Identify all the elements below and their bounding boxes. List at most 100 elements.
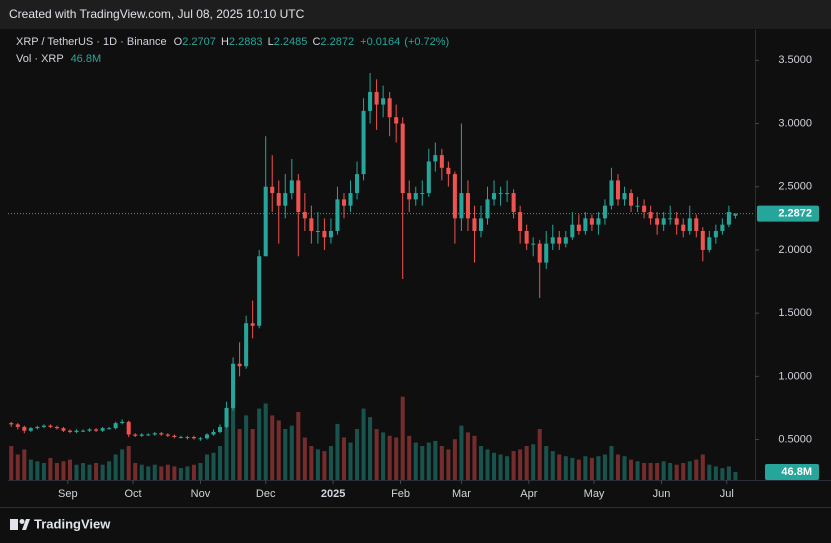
- x-tick-label: 2025: [321, 488, 345, 500]
- candle-body: [172, 435, 177, 438]
- volume-bar: [498, 454, 503, 480]
- volume-bar: [622, 456, 627, 480]
- volume-bar: [270, 415, 275, 480]
- candle-body: [120, 421, 125, 424]
- header-text: Created with TradingView.com, Jul 08, 20…: [9, 7, 305, 21]
- candle-body: [713, 230, 718, 238]
- volume-bar: [28, 459, 33, 480]
- volume-bar: [570, 457, 575, 480]
- volume-bar: [505, 456, 510, 480]
- volume-value: 46.8M: [71, 53, 102, 65]
- candle-body: [478, 218, 484, 231]
- volume-bar: [433, 440, 438, 480]
- volume-bar: [720, 468, 725, 480]
- volume-bar: [661, 461, 666, 480]
- last-volume-label: 46.8M: [781, 466, 812, 478]
- candle-body: [361, 110, 366, 175]
- volume-bar: [465, 432, 470, 480]
- candle-body: [563, 237, 568, 244]
- x-tick-label: Jul: [720, 488, 734, 500]
- candle-body: [315, 230, 320, 232]
- volume-bar: [61, 461, 66, 480]
- candle-body: [439, 155, 444, 168]
- candle-body: [231, 363, 236, 408]
- volume-bar: [237, 429, 242, 480]
- candle-body: [570, 224, 575, 238]
- legend-h: H: [221, 36, 229, 48]
- candle-body: [531, 243, 536, 245]
- candle-body: [328, 230, 333, 238]
- candle-body: [615, 180, 621, 200]
- candle-body: [263, 186, 268, 257]
- volume-bar: [335, 423, 340, 480]
- volume-bar: [165, 464, 170, 480]
- candle-body: [100, 428, 105, 431]
- volume-bar: [159, 466, 164, 480]
- volume-bar: [133, 463, 138, 480]
- candle-body: [204, 434, 210, 439]
- volume-bar: [511, 451, 516, 480]
- candle-body: [185, 437, 190, 439]
- candle-body: [700, 230, 705, 250]
- volume-bar: [283, 429, 288, 480]
- volume-bar: [204, 454, 210, 480]
- volume-bar: [629, 459, 634, 480]
- candle-body: [35, 426, 40, 429]
- volume-bar: [15, 454, 20, 480]
- candle-body: [446, 167, 451, 175]
- candle-body: [635, 205, 640, 207]
- legend-c: C: [312, 36, 320, 48]
- candle-body: [387, 98, 392, 118]
- legend-change-pct: (+0.72%): [404, 36, 449, 48]
- candle-body: [609, 180, 614, 206]
- volume-bar: [635, 461, 640, 480]
- candle-body: [257, 256, 262, 326]
- volume-bar: [642, 463, 647, 480]
- volume-bar: [22, 449, 27, 480]
- legend: XRP / TetherUS · 1D · Binance O2.2707 H2…: [16, 36, 449, 48]
- candle-body: [452, 174, 457, 219]
- volume-bar: [263, 403, 268, 480]
- candle-body: [54, 426, 59, 429]
- x-tick-label: Jun: [653, 488, 671, 500]
- volume-bar: [726, 466, 731, 480]
- volume-bar: [231, 403, 236, 480]
- plot-area: 0.5000 1.0000 1.5000 2.0000 2.5000 3.0000 3.50…: [0, 30, 831, 508]
- candle-body: [622, 193, 627, 200]
- volume-bar: [328, 446, 333, 480]
- volume-bar: [602, 454, 607, 480]
- candle-body: [485, 199, 490, 219]
- volume-bar: [100, 464, 105, 480]
- candle-body: [146, 434, 151, 436]
- candle-body: [459, 193, 464, 219]
- candle-body: [276, 193, 281, 206]
- volume-bar: [518, 449, 523, 480]
- candle-body: [270, 186, 275, 194]
- candle-body: [492, 193, 497, 200]
- volume-bar: [35, 461, 40, 480]
- candle-body: [322, 230, 327, 238]
- candle-body: [583, 218, 588, 231]
- volume-bar: [420, 446, 425, 480]
- volume-bar: [198, 463, 203, 480]
- volume-bar: [302, 437, 307, 480]
- footer-text: TradingView: [34, 516, 111, 531]
- candle-body: [505, 193, 510, 195]
- candle-body: [237, 363, 242, 367]
- candle-body: [733, 213, 738, 216]
- volume-bar: [341, 437, 347, 480]
- volume-bar: [211, 452, 216, 480]
- volume-bar: [224, 420, 229, 480]
- volume-bar: [615, 454, 621, 480]
- x-tick-label: Apr: [520, 488, 537, 500]
- header-bar: [0, 0, 831, 29]
- logo-mark: [19, 519, 25, 524]
- candle-body: [152, 433, 157, 435]
- candle-body: [81, 430, 86, 432]
- candle-body: [720, 224, 725, 231]
- volume-bar: [374, 429, 379, 480]
- volume-bar: [472, 435, 477, 480]
